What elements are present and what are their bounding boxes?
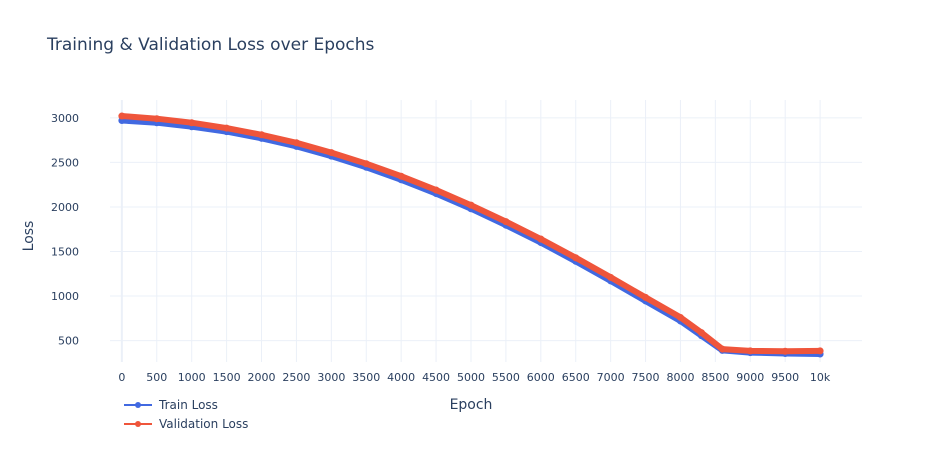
legend[interactable]: Train Loss Validation Loss	[124, 398, 248, 431]
x-tick-label: 6500	[562, 371, 590, 384]
legend-label: Validation Loss	[159, 417, 248, 431]
x-tick-label: 1000	[178, 371, 206, 384]
data-point	[537, 235, 545, 243]
y-tick-label: 500	[58, 335, 79, 348]
data-point	[746, 347, 754, 355]
y-tick-labels: 500 1000 1500 2000 2500 3000	[51, 112, 79, 348]
y-tick-label: 1000	[51, 290, 79, 303]
x-tick-label: 3000	[317, 371, 345, 384]
legend-item-validation-loss[interactable]: Validation Loss	[124, 417, 248, 431]
x-tick-label: 1500	[213, 371, 241, 384]
data-point	[467, 201, 475, 209]
data-point	[188, 119, 196, 127]
grid-lines	[110, 100, 862, 362]
data-point	[607, 273, 615, 281]
legend-swatch-marker	[135, 421, 141, 427]
data-point	[502, 218, 510, 226]
x-tick-label: 6000	[527, 371, 555, 384]
y-tick-label: 2000	[51, 201, 79, 214]
data-point	[362, 160, 370, 168]
data-point	[718, 345, 726, 353]
y-tick-label: 2500	[51, 156, 79, 169]
data-point	[676, 313, 684, 321]
legend-swatch-marker	[135, 402, 141, 408]
x-tick-label: 500	[146, 371, 167, 384]
y-axis-title: Loss	[21, 221, 37, 252]
series-validation-loss	[118, 112, 824, 355]
data-point	[118, 112, 126, 120]
x-tick-label: 4000	[387, 371, 415, 384]
x-tick-label: 2000	[248, 371, 276, 384]
x-tick-label: 5500	[492, 371, 520, 384]
x-tick-labels: 0 500 1000 1500 2000 2500 3000 3500 4000 4500 5000…	[118, 371, 831, 384]
data-point	[327, 149, 335, 157]
x-tick-label: 7500	[632, 371, 660, 384]
data-point	[153, 115, 161, 123]
x-tick-label: 9000	[736, 371, 764, 384]
x-tick-label: 5000	[457, 371, 485, 384]
data-point	[432, 186, 440, 194]
x-tick-label: 0	[118, 371, 125, 384]
series-layer	[118, 112, 824, 358]
data-point	[816, 347, 824, 355]
legend-label: Train Loss	[158, 398, 218, 412]
data-point	[572, 254, 580, 262]
x-tick-label: 9500	[771, 371, 799, 384]
chart-title: Training & Validation Loss over Epochs	[46, 35, 375, 55]
y-tick-label: 1500	[51, 245, 79, 258]
data-point	[292, 139, 300, 147]
x-tick-label: 3500	[352, 371, 380, 384]
x-tick-label: 7000	[597, 371, 625, 384]
data-point	[697, 329, 705, 337]
x-tick-label: 2500	[282, 371, 310, 384]
x-tick-label: 8500	[701, 371, 729, 384]
data-point	[781, 347, 789, 355]
x-tick-label: 10k	[810, 371, 831, 384]
x-tick-label: 4500	[422, 371, 450, 384]
data-point	[397, 172, 405, 180]
data-point	[258, 131, 266, 139]
y-tick-label: 3000	[51, 112, 79, 125]
data-point	[223, 124, 231, 132]
x-axis-title: Epoch	[450, 397, 493, 413]
x-tick-label: 8000	[666, 371, 694, 384]
data-point	[642, 293, 650, 301]
legend-item-train-loss[interactable]: Train Loss	[124, 398, 218, 412]
series-line	[118, 113, 824, 355]
